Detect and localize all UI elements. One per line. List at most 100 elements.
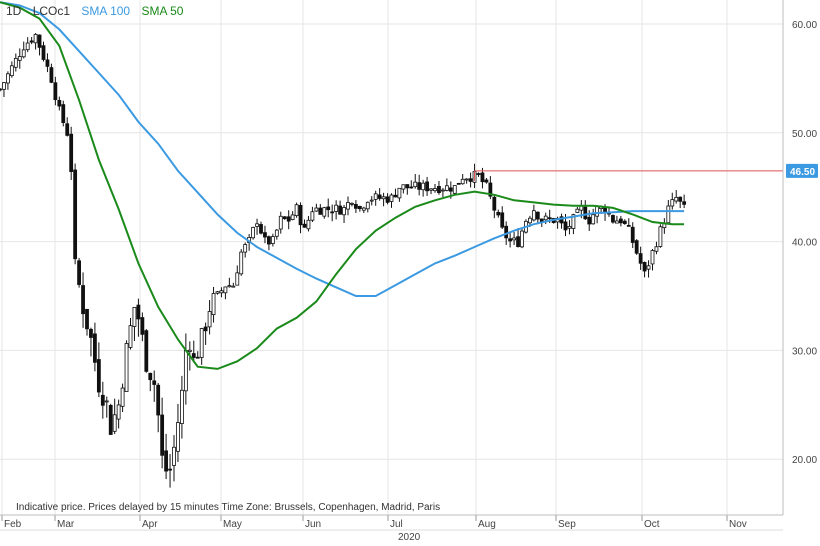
candle-body (298, 204, 303, 226)
candle-body (330, 211, 335, 214)
candle-body (152, 380, 157, 385)
candle-body (500, 212, 505, 228)
candle-body (508, 238, 513, 242)
candle-body (124, 343, 129, 392)
candle-body (634, 240, 639, 254)
candle-body (342, 207, 346, 216)
candle-body (81, 285, 85, 315)
candle-body (140, 317, 145, 335)
candle-body (425, 181, 429, 192)
candle-body (168, 468, 172, 471)
candles (0, 33, 687, 488)
candle-body (270, 236, 275, 244)
candle-body (401, 184, 406, 190)
candle-body (409, 186, 414, 189)
candle-body (488, 182, 493, 197)
candle-body (369, 199, 374, 202)
candle-body (116, 404, 121, 420)
candle-body (120, 387, 125, 407)
candle-body (354, 204, 358, 209)
candle-body (397, 187, 402, 199)
candle-body (492, 196, 497, 211)
candle-body (219, 290, 224, 294)
year-label: 2020 (398, 532, 421, 541)
candle-body (148, 372, 153, 381)
candle-body (464, 178, 469, 181)
candle-body (646, 265, 651, 270)
candle-body (666, 205, 671, 224)
x-tick-label: Feb (4, 519, 22, 530)
candle-body (437, 186, 441, 193)
sma50-line (0, 1, 685, 370)
candle-body (69, 133, 74, 172)
candle-body (377, 194, 382, 199)
candle-body (203, 326, 208, 332)
candle-body (290, 214, 295, 220)
candle-body (191, 353, 196, 358)
x-tick-label: Aug (478, 519, 496, 530)
candle-body (263, 232, 267, 238)
candle-body (547, 217, 552, 220)
candle-body (583, 206, 588, 220)
candle-body (587, 216, 592, 225)
candle-body (318, 207, 323, 215)
candle-body (255, 223, 259, 227)
candle-body (104, 400, 109, 403)
candle-body (393, 194, 398, 198)
candle-body (322, 207, 327, 217)
candle-body (433, 188, 437, 192)
legend-symbol[interactable]: LCOc1 (32, 4, 71, 18)
candle-body (441, 189, 445, 192)
candle-body (73, 169, 78, 260)
candle-body (41, 45, 46, 60)
y-tick-label: 20.00 (792, 455, 817, 466)
candle-body (172, 446, 176, 466)
candle-body (176, 422, 180, 452)
candle-body (199, 328, 204, 358)
legend-sma50[interactable]: SMA 50 (141, 4, 184, 18)
candle-body (259, 224, 263, 234)
candle-body (611, 215, 615, 223)
y-tick-label: 60.00 (792, 20, 817, 31)
candle-body (528, 217, 532, 224)
candle-body (504, 225, 509, 239)
candle-body (460, 178, 465, 185)
candle-body (543, 215, 548, 221)
annotations: 46.50 (474, 163, 818, 181)
candle-body (452, 185, 457, 194)
x-tick-label: Jun (305, 519, 321, 530)
candle-body (326, 206, 331, 211)
x-tick-label: May (223, 519, 242, 530)
candle-body (294, 204, 299, 217)
candle-body (571, 214, 576, 229)
candle-body (520, 230, 524, 248)
legend-sma100[interactable]: SMA 100 (81, 4, 131, 18)
x-tick-label: Nov (729, 519, 747, 530)
candle-body (251, 227, 255, 239)
candle-body (33, 33, 38, 44)
y-tick-label: 30.00 (792, 346, 817, 357)
candle-body (567, 226, 572, 229)
candle-body (61, 104, 66, 123)
candle-body (6, 73, 10, 84)
candle-body (180, 389, 184, 424)
candle-body (417, 182, 422, 190)
candle-body (45, 59, 50, 67)
candle-body (278, 215, 283, 230)
candle-body (626, 224, 631, 227)
candle-body (49, 67, 54, 83)
candle-body (654, 246, 659, 252)
candle-body (512, 237, 516, 241)
candle-body (595, 206, 600, 217)
legend-interval[interactable]: 1D (6, 4, 22, 18)
candle-body (429, 188, 433, 191)
candle-body (77, 260, 81, 285)
candle-body (615, 220, 619, 224)
candle-body (575, 208, 580, 213)
candle-body (207, 311, 212, 328)
candle-body (444, 185, 449, 191)
candle-body (373, 193, 378, 200)
sma100-line (0, 1, 685, 297)
moving-averages (0, 1, 685, 370)
